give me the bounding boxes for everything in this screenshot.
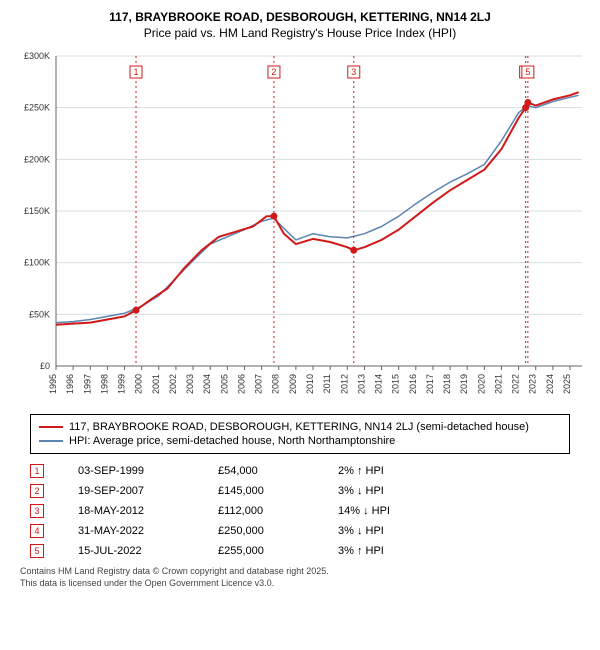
- event-price: £255,000: [218, 545, 318, 557]
- event-pct: 3% ↑ HPI: [338, 545, 458, 557]
- event-pct: 3% ↓ HPI: [338, 525, 458, 537]
- svg-text:2008: 2008: [271, 374, 281, 394]
- svg-text:2009: 2009: [288, 374, 298, 394]
- events-table: 1 03-SEP-1999 £54,000 2% ↑ HPI 2 19-SEP-2007 £…: [30, 464, 570, 558]
- svg-text:2003: 2003: [185, 374, 195, 394]
- license-line1: Contains HM Land Registry data © Crown c…: [20, 566, 580, 578]
- svg-text:2005: 2005: [219, 374, 229, 394]
- event-row: 4 31-MAY-2022 £250,000 3% ↓ HPI: [30, 524, 570, 538]
- event-price: £145,000: [218, 485, 318, 497]
- svg-text:2019: 2019: [459, 374, 469, 394]
- svg-text:£100K: £100K: [24, 258, 50, 268]
- event-date: 31-MAY-2022: [78, 525, 198, 537]
- event-row: 3 18-MAY-2012 £112,000 14% ↓ HPI: [30, 504, 570, 518]
- event-date: 15-JUL-2022: [78, 545, 198, 557]
- chart-title-line1: 117, BRAYBROOKE ROAD, DESBOROUGH, KETTER…: [10, 10, 590, 24]
- event-marker: 5: [30, 544, 44, 558]
- svg-text:2002: 2002: [168, 374, 178, 394]
- event-marker: 3: [30, 504, 44, 518]
- svg-text:£250K: £250K: [24, 103, 50, 113]
- svg-text:1999: 1999: [117, 374, 127, 394]
- legend-item: HPI: Average price, semi-detached house,…: [39, 435, 561, 447]
- svg-text:5: 5: [525, 67, 530, 77]
- event-price: £250,000: [218, 525, 318, 537]
- legend-item: 117, BRAYBROOKE ROAD, DESBOROUGH, KETTER…: [39, 421, 561, 433]
- legend-box: 117, BRAYBROOKE ROAD, DESBOROUGH, KETTER…: [30, 414, 570, 454]
- svg-text:£50K: £50K: [29, 309, 50, 319]
- svg-text:2012: 2012: [339, 374, 349, 394]
- line-chart-svg: £0 £50K £100K £150K £200K £250K £300K 1995 1996 1…: [10, 46, 590, 406]
- svg-text:2006: 2006: [236, 374, 246, 394]
- license-line2: This data is licensed under the Open Gov…: [20, 578, 580, 590]
- event-row: 5 15-JUL-2022 £255,000 3% ↑ HPI: [30, 544, 570, 558]
- svg-text:2011: 2011: [322, 374, 332, 393]
- event-date: 03-SEP-1999: [78, 465, 198, 477]
- chart-title-line2: Price paid vs. HM Land Registry's House …: [10, 26, 590, 40]
- event-price: £112,000: [218, 505, 318, 517]
- event-marker: 1: [30, 464, 44, 478]
- svg-text:2020: 2020: [476, 374, 486, 394]
- svg-text:2017: 2017: [425, 374, 435, 394]
- event-marker: 2: [30, 484, 44, 498]
- svg-text:2024: 2024: [545, 374, 555, 394]
- svg-text:£150K: £150K: [24, 206, 50, 216]
- svg-text:2025: 2025: [562, 374, 572, 394]
- license-text: Contains HM Land Registry data © Crown c…: [20, 566, 580, 589]
- svg-text:£0: £0: [40, 361, 50, 371]
- event-date: 19-SEP-2007: [78, 485, 198, 497]
- svg-text:2004: 2004: [202, 374, 212, 394]
- event-row: 2 19-SEP-2007 £145,000 3% ↓ HPI: [30, 484, 570, 498]
- svg-text:3: 3: [351, 67, 356, 77]
- svg-text:£300K: £300K: [24, 51, 50, 61]
- event-date: 18-MAY-2012: [78, 505, 198, 517]
- legend-swatch: [39, 440, 63, 442]
- svg-text:2013: 2013: [356, 374, 366, 394]
- svg-text:2023: 2023: [528, 374, 538, 394]
- svg-text:2: 2: [271, 67, 276, 77]
- legend-swatch: [39, 426, 63, 428]
- svg-text:1998: 1998: [99, 374, 109, 394]
- svg-text:2015: 2015: [391, 374, 401, 394]
- svg-text:2016: 2016: [408, 374, 418, 394]
- event-pct: 3% ↓ HPI: [338, 485, 458, 497]
- svg-text:2001: 2001: [151, 374, 161, 394]
- svg-text:2007: 2007: [254, 374, 264, 394]
- event-pct: 2% ↑ HPI: [338, 465, 458, 477]
- svg-text:2018: 2018: [442, 374, 452, 394]
- svg-text:2022: 2022: [511, 374, 521, 394]
- svg-text:£200K: £200K: [24, 154, 50, 164]
- svg-text:1997: 1997: [82, 374, 92, 394]
- event-marker: 4: [30, 524, 44, 538]
- event-row: 1 03-SEP-1999 £54,000 2% ↑ HPI: [30, 464, 570, 478]
- svg-text:1995: 1995: [48, 374, 58, 394]
- event-pct: 14% ↓ HPI: [338, 505, 458, 517]
- legend-label: 117, BRAYBROOKE ROAD, DESBOROUGH, KETTER…: [69, 421, 529, 433]
- svg-text:2021: 2021: [493, 374, 503, 394]
- svg-text:1996: 1996: [65, 374, 75, 394]
- event-price: £54,000: [218, 465, 318, 477]
- chart-plot-area: £0 £50K £100K £150K £200K £250K £300K 1995 1996 1…: [10, 46, 590, 406]
- chart-container: 117, BRAYBROOKE ROAD, DESBOROUGH, KETTER…: [0, 0, 600, 597]
- svg-text:2000: 2000: [134, 374, 144, 394]
- legend-label: HPI: Average price, semi-detached house,…: [69, 435, 395, 447]
- svg-text:2014: 2014: [374, 374, 384, 394]
- svg-text:2010: 2010: [305, 374, 315, 394]
- svg-text:1: 1: [134, 67, 139, 77]
